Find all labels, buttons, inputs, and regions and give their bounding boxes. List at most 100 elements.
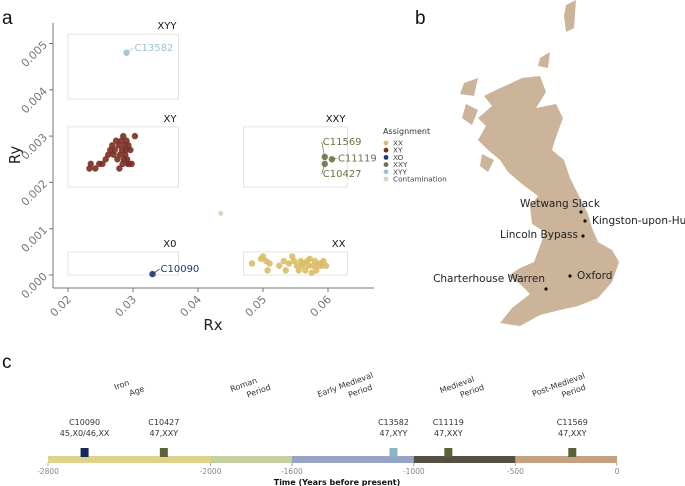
sample-id: C11119 (433, 418, 464, 427)
sample-marker (444, 448, 453, 457)
data-point (276, 262, 283, 269)
data-point (282, 267, 289, 274)
data-point (131, 132, 139, 140)
data-point (280, 257, 287, 265)
period-bar (48, 456, 211, 463)
site-label: Kingston-upon-Hull (592, 215, 685, 227)
period-bar (413, 456, 516, 463)
data-point (128, 160, 135, 168)
sample-karyotype: 47,XYY (379, 429, 407, 438)
data-point (264, 267, 271, 274)
sample-karyotype: 45,X0/46,XX (60, 429, 110, 438)
legend-swatch (383, 140, 389, 146)
sample-id: C10090 (69, 418, 100, 427)
legend-title: Assignment (383, 127, 430, 136)
panel-label-b: b (415, 8, 426, 29)
x-tick-label: -1000 (403, 467, 425, 476)
sample-marker (80, 448, 89, 457)
panel-label-a: a (2, 8, 13, 29)
x-tick-label: 0 (615, 467, 620, 476)
period-label-line2: Age (128, 384, 146, 398)
data-point (295, 267, 302, 274)
region-box (243, 126, 348, 188)
site-marker (579, 210, 583, 214)
data-point (266, 260, 273, 267)
point-label: C11119 (338, 153, 377, 164)
point-label: C13582 (135, 43, 174, 54)
region-box (67, 251, 179, 276)
data-point (127, 146, 134, 154)
data-point (322, 262, 330, 269)
data-point (306, 255, 313, 262)
legend-label: XY (393, 146, 403, 155)
sample-id: C11569 (557, 418, 588, 427)
region-box (67, 126, 179, 188)
site-label: Lincoln Bypass (500, 229, 578, 241)
label-leader (152, 268, 160, 275)
data-point (248, 260, 256, 267)
site-label: Oxford (577, 270, 612, 282)
data-point (311, 257, 319, 265)
point-label: C11569 (323, 137, 362, 148)
region-label: XXY (326, 114, 347, 125)
uk-map: Wetwang Slack Kingston-upon-Hull Lincoln B… (433, 0, 685, 326)
region-label: X0 (163, 239, 176, 250)
period-bar (291, 456, 414, 463)
legend-label: XXY (393, 160, 408, 169)
period-bar (515, 456, 617, 463)
x-tick-label: -500 (507, 467, 524, 476)
sample-karyotype: 47,XXY (150, 429, 179, 438)
data-point (99, 160, 106, 168)
y-axis-title: Ry (6, 146, 24, 165)
map-land (460, 0, 619, 326)
sample-marker (159, 448, 168, 457)
data-point (92, 165, 99, 172)
period-bar (210, 456, 292, 463)
point-label: C10427 (323, 169, 362, 180)
point-label: C10090 (161, 264, 200, 275)
legend-label: Contamination (393, 175, 447, 184)
sample-karyotype: 47,XXY (434, 429, 463, 438)
legend-swatch (383, 162, 389, 168)
data-point (111, 146, 119, 154)
legend-label: XX (393, 139, 403, 148)
data-point (87, 160, 94, 168)
data-point (285, 260, 293, 267)
site-marker (544, 287, 548, 291)
site-marker (581, 234, 585, 238)
legend-swatch (383, 155, 389, 160)
sample-karyotype: 47,XXY (558, 429, 587, 438)
data-point (259, 253, 267, 260)
legend-swatch (383, 169, 389, 175)
legend-label: XO (393, 153, 404, 162)
legend-swatch (383, 147, 389, 153)
data-point (302, 267, 309, 274)
sample-marker (568, 448, 577, 457)
sample-id: C13582 (378, 418, 409, 427)
legend-swatch (383, 176, 389, 182)
x-axis-title: Time (Years before present) (274, 478, 401, 486)
x-tick-label: -2800 (37, 467, 59, 476)
data-point (218, 210, 224, 216)
label-leader (321, 163, 326, 174)
sample-id: C10427 (148, 418, 179, 427)
scatter-plot: 0.02 0.03 0.04 0.05 0.060.0000.0010.0020.003… (6, 21, 447, 334)
sample-marker (389, 448, 398, 457)
label-leader (331, 157, 337, 160)
panel-label-c: c (2, 352, 12, 373)
x-tick-label: -1600 (281, 467, 303, 476)
legend-label: XYY (393, 167, 407, 176)
x-tick-label: -2000 (200, 467, 222, 476)
data-point (116, 165, 123, 172)
site-marker (583, 219, 587, 223)
x-axis-title: Rx (203, 316, 222, 334)
data-point (120, 132, 127, 140)
site-marker (568, 274, 572, 278)
